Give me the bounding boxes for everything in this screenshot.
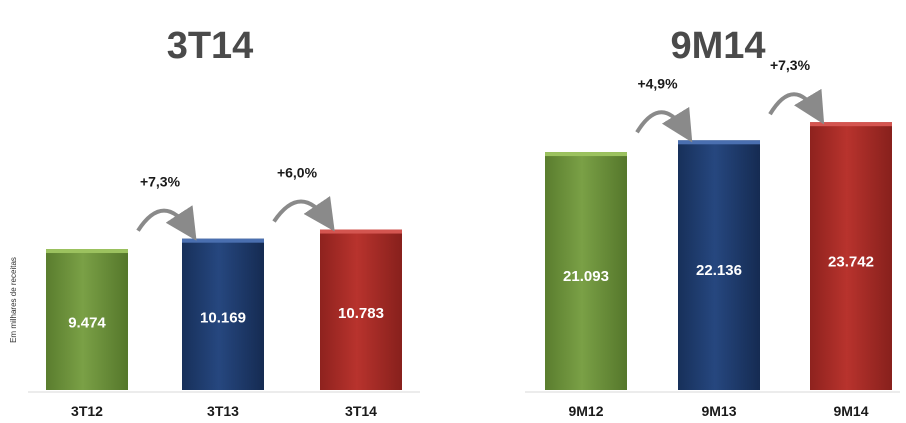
chart-title-9m14: 9M14: [670, 25, 765, 67]
bars-3t14: 9.474 3T12 10.169 3T13 10.783 3T14 +7,3% +6,0%: [46, 165, 402, 419]
chart-3t14: 3T14 Em milhares de receitas 9.474 3T12 10…: [9, 25, 420, 419]
value-label-3t14: 10.783: [338, 305, 384, 322]
bar-top-highlight-3t13: [182, 238, 264, 243]
chart-title-3t14: 3T14: [167, 25, 254, 67]
value-label-9m14: 23.742: [828, 253, 874, 270]
value-label-3t12: 9.474: [68, 314, 106, 331]
bar-9m14: [810, 122, 892, 390]
bar-9m13: [678, 140, 760, 390]
value-label-9m12: 21.093: [563, 268, 609, 285]
bar-3t14: [320, 229, 402, 390]
y-axis-label: Em milhares de receitas: [9, 257, 18, 343]
bar-top-highlight-3t12: [46, 249, 128, 254]
growth-label-1: +4,9%: [637, 75, 678, 91]
bar-top-highlight-9m13: [678, 140, 760, 145]
growth-arrow-1: [136, 205, 197, 241]
growth-arrow-1: [635, 106, 693, 143]
category-label-9m13: 9M13: [701, 403, 736, 419]
bar-top-highlight-3t14: [320, 229, 402, 234]
category-label-3t12: 3T12: [71, 403, 103, 419]
bar-top-highlight-9m12: [545, 152, 627, 157]
growth-label-2: +7,3%: [770, 57, 811, 73]
bar-top-highlight-9m14: [810, 122, 892, 127]
growth-label-2: +6,0%: [277, 165, 318, 181]
bar-9m12: [545, 152, 627, 390]
category-label-9m14: 9M14: [833, 403, 868, 419]
category-label-9m12: 9M12: [568, 403, 603, 419]
bar-3t13: [182, 238, 264, 390]
chart-9m14: 9M14 21.093 9M12 22.136 9M13 23.742 9M14 +4,9%…: [525, 25, 900, 419]
value-label-9m13: 22.136: [696, 262, 742, 279]
growth-label-1: +7,3%: [140, 174, 181, 190]
value-label-3t13: 10.169: [200, 309, 246, 326]
category-label-3t13: 3T13: [207, 403, 239, 419]
category-label-3t14: 3T14: [345, 403, 377, 419]
bar-3t12: [46, 249, 128, 390]
growth-arrow-2: [768, 88, 825, 125]
bars-9m14: 21.093 9M12 22.136 9M13 23.742 9M14 +4,9% +7,3%: [545, 57, 892, 419]
growth-arrow-2: [272, 196, 335, 232]
